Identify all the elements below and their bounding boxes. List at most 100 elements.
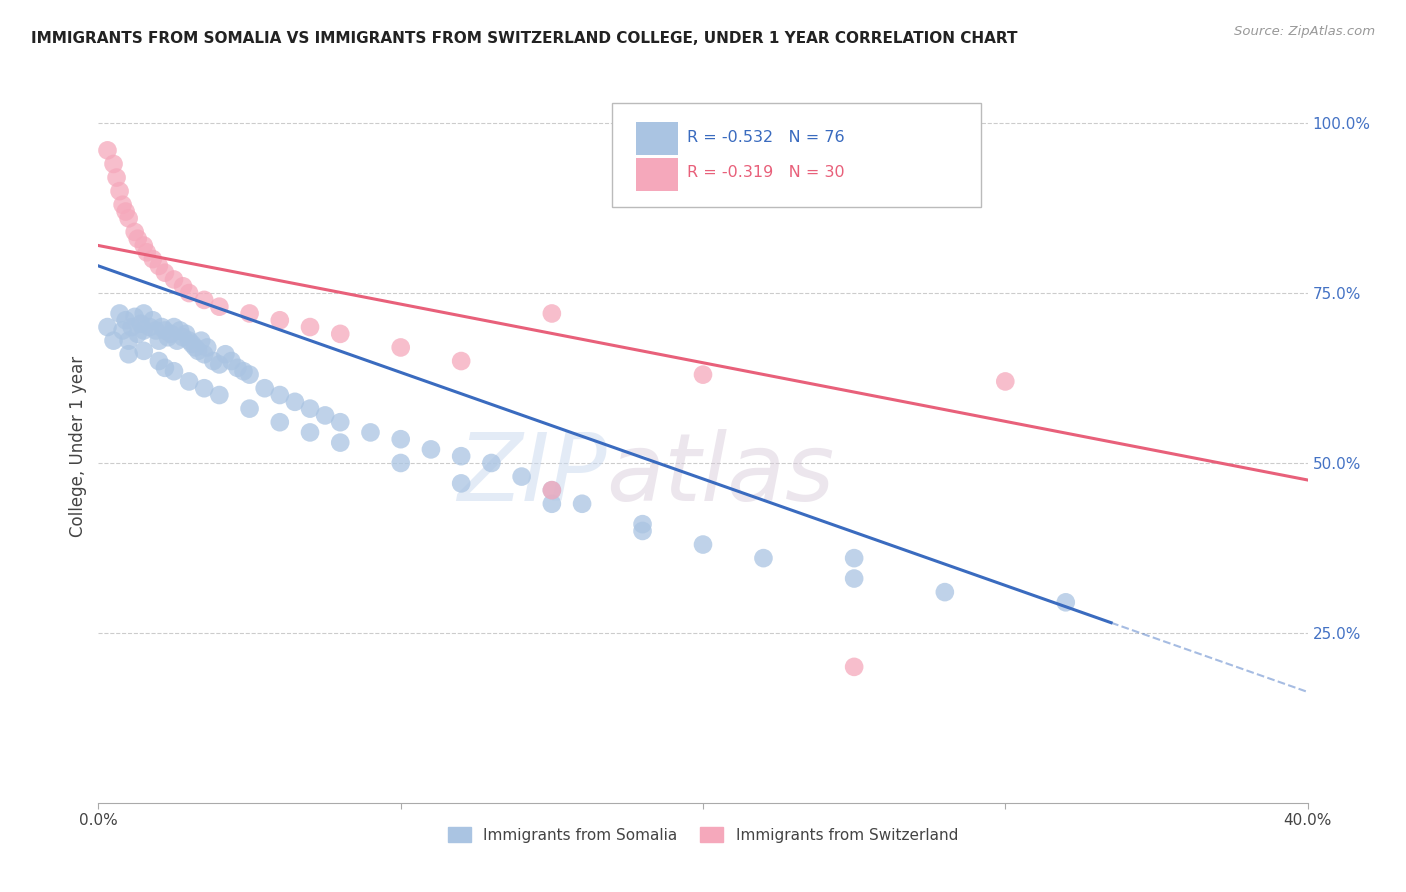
Point bbox=[269, 313, 291, 327]
FancyBboxPatch shape bbox=[637, 158, 678, 191]
Point bbox=[269, 415, 291, 429]
Point bbox=[232, 364, 254, 378]
Point bbox=[121, 320, 143, 334]
Point bbox=[166, 334, 188, 348]
Point bbox=[179, 286, 201, 301]
Point bbox=[172, 330, 194, 344]
Point bbox=[692, 368, 714, 382]
Point bbox=[239, 306, 262, 320]
Point bbox=[193, 381, 215, 395]
Point bbox=[208, 358, 231, 372]
Point bbox=[163, 272, 186, 286]
Point bbox=[179, 375, 201, 389]
FancyBboxPatch shape bbox=[637, 122, 678, 155]
Point bbox=[540, 497, 562, 511]
Point bbox=[510, 469, 533, 483]
Point bbox=[132, 343, 155, 358]
Point bbox=[299, 401, 322, 416]
Point bbox=[752, 551, 775, 566]
Point bbox=[692, 537, 714, 551]
Point bbox=[221, 354, 243, 368]
Point bbox=[103, 334, 125, 348]
Point bbox=[253, 381, 276, 395]
Point bbox=[239, 368, 262, 382]
Point bbox=[132, 306, 155, 320]
Text: Source: ZipAtlas.com: Source: ZipAtlas.com bbox=[1234, 25, 1375, 38]
Legend: Immigrants from Somalia, Immigrants from Switzerland: Immigrants from Somalia, Immigrants from… bbox=[441, 821, 965, 848]
Point bbox=[284, 394, 307, 409]
Point bbox=[226, 360, 249, 375]
Point bbox=[160, 326, 183, 341]
Point bbox=[934, 585, 956, 599]
Point bbox=[844, 572, 866, 586]
Point bbox=[129, 317, 152, 331]
Point bbox=[179, 334, 201, 348]
Point bbox=[150, 320, 173, 334]
Point bbox=[540, 483, 562, 498]
Point bbox=[132, 238, 155, 252]
Point bbox=[124, 310, 146, 324]
Point bbox=[360, 425, 382, 440]
Point bbox=[108, 306, 131, 320]
Point bbox=[148, 354, 170, 368]
Point bbox=[187, 343, 209, 358]
Point bbox=[299, 425, 322, 440]
Point bbox=[105, 170, 128, 185]
Point bbox=[844, 551, 866, 566]
Point bbox=[190, 334, 212, 348]
Text: ZIP: ZIP bbox=[457, 429, 606, 520]
Point bbox=[142, 252, 165, 266]
Text: IMMIGRANTS FROM SOMALIA VS IMMIGRANTS FROM SWITZERLAND COLLEGE, UNDER 1 YEAR COR: IMMIGRANTS FROM SOMALIA VS IMMIGRANTS FR… bbox=[31, 31, 1018, 46]
Point bbox=[139, 320, 162, 334]
Point bbox=[127, 326, 149, 341]
Point bbox=[195, 341, 218, 355]
Point bbox=[193, 293, 215, 307]
Point bbox=[481, 456, 503, 470]
Point bbox=[96, 144, 118, 158]
Point bbox=[111, 198, 134, 212]
Point bbox=[153, 323, 176, 337]
Point bbox=[108, 184, 131, 198]
Point bbox=[239, 401, 262, 416]
Point bbox=[389, 432, 412, 446]
Point bbox=[114, 204, 136, 219]
Point bbox=[299, 320, 322, 334]
Text: R = -0.319   N = 30: R = -0.319 N = 30 bbox=[688, 165, 845, 180]
Point bbox=[172, 279, 194, 293]
Point bbox=[208, 388, 231, 402]
Point bbox=[103, 157, 125, 171]
Point bbox=[202, 354, 225, 368]
Point bbox=[163, 320, 186, 334]
Point bbox=[142, 313, 165, 327]
Point bbox=[571, 497, 593, 511]
Y-axis label: College, Under 1 year: College, Under 1 year bbox=[69, 355, 87, 537]
Point bbox=[540, 483, 562, 498]
Text: R = -0.532   N = 76: R = -0.532 N = 76 bbox=[688, 129, 845, 145]
Point bbox=[540, 306, 562, 320]
Point bbox=[450, 354, 472, 368]
Point bbox=[96, 320, 118, 334]
Point bbox=[148, 259, 170, 273]
Point bbox=[135, 245, 157, 260]
Point bbox=[127, 232, 149, 246]
Point bbox=[994, 375, 1017, 389]
Point bbox=[329, 326, 352, 341]
Point bbox=[118, 334, 141, 348]
Point bbox=[181, 337, 204, 351]
Point bbox=[844, 660, 866, 674]
Point bbox=[163, 364, 186, 378]
Point bbox=[148, 334, 170, 348]
FancyBboxPatch shape bbox=[613, 103, 981, 207]
Point bbox=[145, 323, 167, 337]
Point bbox=[193, 347, 215, 361]
Point bbox=[124, 225, 146, 239]
Point bbox=[184, 341, 207, 355]
Point bbox=[208, 300, 231, 314]
Point bbox=[314, 409, 336, 423]
Point bbox=[118, 211, 141, 226]
Point bbox=[329, 435, 352, 450]
Point bbox=[114, 313, 136, 327]
Point bbox=[631, 517, 654, 532]
Point bbox=[420, 442, 443, 457]
Point bbox=[450, 449, 472, 463]
